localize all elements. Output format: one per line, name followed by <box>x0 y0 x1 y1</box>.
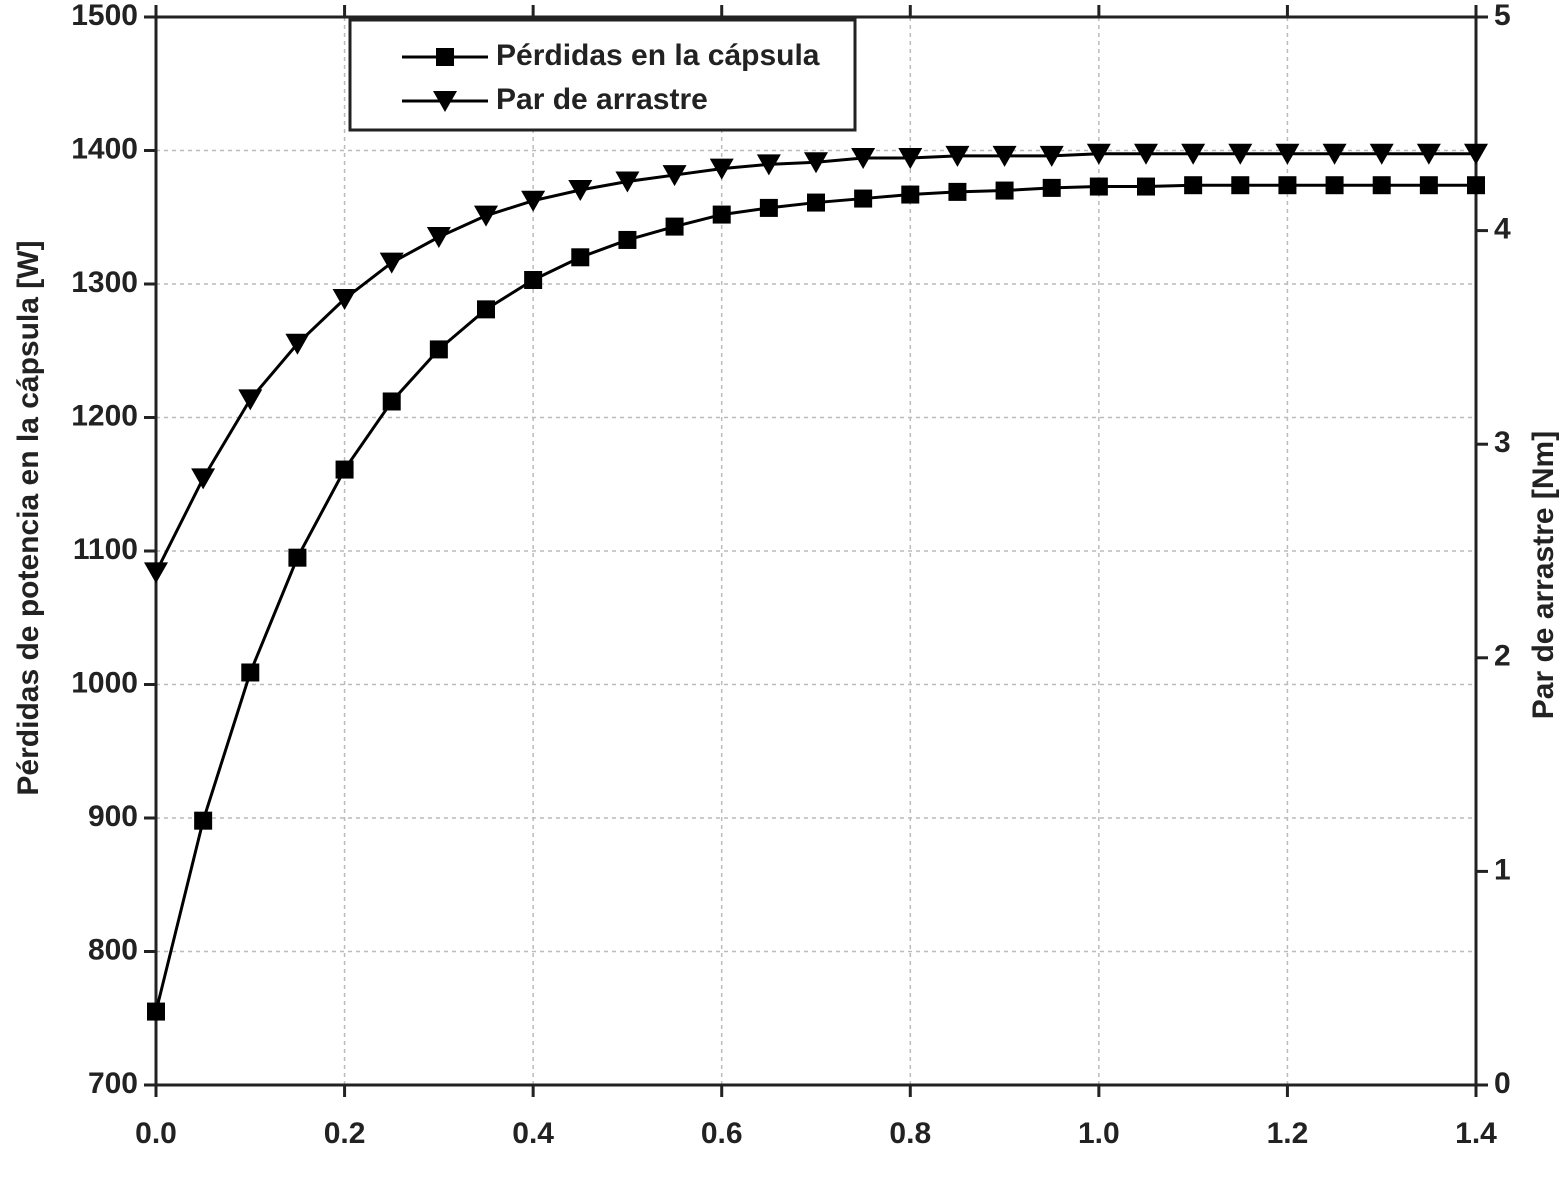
plot-frame <box>154 15 1478 1087</box>
y2-axis-label: Par de arrastre [Nm] <box>1527 431 1560 719</box>
y-tick-label: 1300 <box>71 266 138 299</box>
square-marker <box>854 189 873 208</box>
square-marker <box>1419 176 1438 195</box>
triangle-marker <box>1416 143 1441 165</box>
square-marker <box>335 460 354 479</box>
square-marker <box>524 270 543 289</box>
x-tick-label: 0.4 <box>512 1117 554 1150</box>
triangle-marker <box>804 152 828 174</box>
triangle-marker <box>238 389 263 411</box>
y-tick-label: 900 <box>88 800 138 833</box>
square-marker <box>1231 176 1250 195</box>
y-tick-label: 1500 <box>71 0 138 32</box>
legend: Pérdidas en la cápsula Par de arrastre <box>348 18 857 132</box>
triangle-marker <box>1322 143 1347 165</box>
y-tick-label: 1200 <box>71 399 138 432</box>
square-marker <box>477 300 495 319</box>
square-marker <box>429 340 448 359</box>
triangle-marker <box>144 562 168 584</box>
triangle-marker <box>1181 143 1206 165</box>
square-marker <box>1372 176 1391 195</box>
square-marker <box>288 548 307 567</box>
triangle-marker <box>191 468 216 490</box>
legend-label: Par de arrastre <box>496 83 708 116</box>
square-marker <box>194 811 213 830</box>
triangle-marker <box>1228 143 1253 165</box>
legend-box <box>348 18 857 132</box>
triangle-marker <box>332 288 357 310</box>
triangle-marker <box>1464 143 1488 165</box>
series-line <box>154 183 1476 1012</box>
square-marker <box>436 48 454 66</box>
triangle-marker <box>898 147 923 169</box>
y-tick-label: 1400 <box>71 132 138 165</box>
square-marker <box>571 248 590 267</box>
square-marker <box>1325 176 1344 195</box>
square-marker <box>807 193 825 212</box>
triangle-marker <box>426 227 451 249</box>
square-marker <box>712 205 731 224</box>
y2-tick-label: 0 <box>1494 1067 1511 1100</box>
square-marker <box>1184 176 1203 195</box>
square-marker <box>1467 176 1485 195</box>
triangle-marker <box>474 205 498 227</box>
square-marker <box>241 663 260 682</box>
square-marker <box>1042 178 1061 197</box>
square-marker <box>1278 176 1297 195</box>
square-marker <box>618 230 637 249</box>
x-tick-label: 0.0 <box>135 1117 177 1150</box>
triangle-marker <box>285 333 310 355</box>
triangle-marker <box>992 145 1017 167</box>
x-tick-label: 0.8 <box>889 1117 931 1150</box>
y2-tick-label: 2 <box>1494 640 1511 673</box>
y2-tick-label: 1 <box>1494 853 1511 886</box>
triangle-marker <box>521 190 546 212</box>
triangle-marker <box>756 154 781 176</box>
y2-tick-label: 3 <box>1494 426 1511 459</box>
triangle-marker <box>1275 143 1300 165</box>
triangle-marker <box>851 147 876 169</box>
square-marker <box>759 198 778 217</box>
x-tick-label: 0.2 <box>324 1117 366 1150</box>
triangle-marker <box>615 171 640 193</box>
series-line <box>154 152 1476 574</box>
y-tick-label: 700 <box>88 1067 138 1100</box>
triangle-marker <box>662 165 687 187</box>
square-marker <box>665 217 684 236</box>
triangle-marker <box>433 91 457 112</box>
x-tick-label: 1.0 <box>1078 1117 1120 1150</box>
triangle-marker <box>709 158 734 180</box>
y-axis-label: Pérdidas de potencia en la cápsula [W] <box>12 240 45 795</box>
square-marker <box>948 182 967 201</box>
x-tick-label: 0.6 <box>701 1117 743 1150</box>
triangle-marker <box>379 252 404 274</box>
y-tick-label: 1100 <box>73 533 138 566</box>
x-tick-label: 1.4 <box>1455 1117 1497 1150</box>
triangle-marker <box>568 180 593 202</box>
y-tick-label: 1000 <box>71 666 138 699</box>
legend-label: Pérdidas en la cápsula <box>496 39 820 72</box>
square-marker <box>1089 177 1108 196</box>
x-tick-label: 1.2 <box>1267 1117 1309 1150</box>
y2-tick-label: 5 <box>1494 0 1511 32</box>
y2-tick-label: 4 <box>1494 213 1511 246</box>
triangle-marker <box>1039 145 1064 167</box>
square-marker <box>901 185 920 204</box>
square-marker <box>147 1002 165 1021</box>
triangle-marker <box>1369 143 1394 165</box>
y-tick-label: 800 <box>88 933 138 966</box>
triangle-marker <box>1134 143 1158 165</box>
triangle-marker <box>945 145 970 167</box>
triangle-marker <box>1086 143 1111 165</box>
square-marker <box>382 392 401 411</box>
square-marker <box>995 181 1014 200</box>
square-marker <box>1137 177 1155 196</box>
